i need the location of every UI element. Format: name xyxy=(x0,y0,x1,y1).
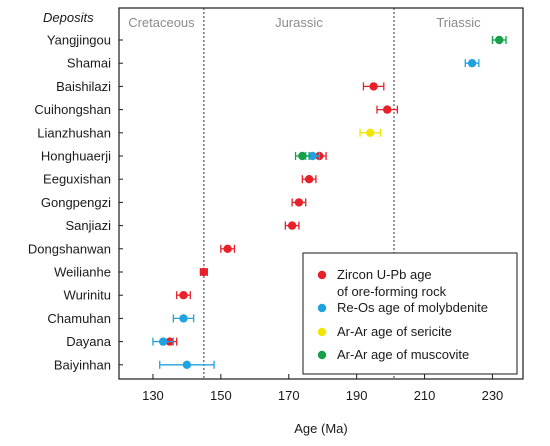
legend-label-3: Ar-Ar age of sericite xyxy=(337,324,452,339)
x-tick-label-210: 210 xyxy=(414,388,436,403)
x-tick-label-150: 150 xyxy=(210,388,232,403)
legend-marker-1 xyxy=(317,270,327,280)
data-point-marker xyxy=(287,221,297,230)
data-point-marker xyxy=(366,128,375,137)
data-point-marker xyxy=(304,175,314,184)
data-point-baishilazi xyxy=(362,82,385,91)
deposit-label-cuihongshan: Cuihongshan xyxy=(34,102,111,117)
deposit-label-gongpengzi: Gongpengzi xyxy=(41,195,111,210)
data-point-marker xyxy=(182,360,192,369)
data-point-marker xyxy=(158,337,168,346)
data-point-shamai xyxy=(464,59,480,68)
legend-label-1: Zircon U-Pb age of ore-forming rock xyxy=(337,267,447,299)
deposit-label-sanjiazi: Sanjiazi xyxy=(65,218,111,233)
legend-marker-3 xyxy=(317,327,327,337)
plot-frame xyxy=(118,7,524,380)
legend-marker-2 xyxy=(317,303,327,313)
x-axis-ticks: 130 150 170 190 210 230 xyxy=(142,374,503,403)
deposit-label-dayana: Dayana xyxy=(66,334,112,349)
data-points xyxy=(152,35,507,369)
deposit-label-eeguxishan: Eeguxishan xyxy=(43,172,111,187)
x-tick-label-230: 230 xyxy=(482,388,504,403)
deposit-label-baishilazi: Baishilazi xyxy=(56,79,111,94)
data-point-marker xyxy=(369,82,378,91)
legend: Zircon U-Pb age of ore-forming rockRe-Os … xyxy=(302,252,518,375)
deposit-label-baiyinhan: Baiyinhan xyxy=(54,357,111,372)
data-point-lianzhushan xyxy=(359,128,382,137)
data-point-weilianhe xyxy=(199,267,209,277)
data-point-dayana xyxy=(152,337,174,346)
data-point-chamuhan xyxy=(172,314,195,323)
x-tick-label-190: 190 xyxy=(346,388,368,403)
data-point-marker xyxy=(467,59,477,68)
x-tick-label-130: 130 xyxy=(142,388,164,403)
data-point-marker xyxy=(298,151,307,161)
deposit-label-dongshanwan: Dongshanwan xyxy=(28,241,111,256)
data-point-cuihongshan xyxy=(376,105,399,114)
data-point-baiyinhan xyxy=(159,360,215,369)
data-point-eeguxishan xyxy=(301,175,317,184)
legend-label-4: Ar-Ar age of muscovite xyxy=(337,347,469,362)
category-labels: Yangjingou Shamai Baishilazi Cuihongshan Lia… xyxy=(28,33,123,372)
data-point-marker xyxy=(308,151,317,161)
era-label-jurassic: Jurassic xyxy=(275,15,323,30)
deposit-label-chamuhan: Chamuhan xyxy=(47,311,111,326)
deposits-header: Deposits xyxy=(43,10,94,25)
deposit-label-lianzhushan: Lianzhushan xyxy=(37,125,111,140)
deposit-label-shamai: Shamai xyxy=(67,56,111,71)
legend-box xyxy=(302,252,518,375)
data-point-marker xyxy=(223,244,232,253)
data-point-marker xyxy=(179,314,188,323)
deposit-label-yangjingou: Yangjingou xyxy=(47,33,111,48)
data-point-sanjiazi xyxy=(284,221,300,230)
era-label-triassic: Triassic xyxy=(436,15,481,30)
data-point-marker xyxy=(294,198,304,207)
data-point-gongpengzi xyxy=(291,198,307,207)
data-point-marker xyxy=(383,105,392,114)
data-point-marker xyxy=(199,267,209,277)
data-point-marker xyxy=(179,291,188,300)
data-point-yangjingou xyxy=(491,35,507,45)
legend-label-2: Re-Os age of molybdenite xyxy=(337,300,488,315)
data-point-dongshanwan xyxy=(220,244,236,253)
data-point-honghuaerji xyxy=(294,151,310,161)
era-label-cretaceous: Cretaceous xyxy=(128,15,195,30)
deposit-label-weilianhe: Weilianhe xyxy=(54,265,111,280)
x-tick-label-170: 170 xyxy=(278,388,300,403)
deposit-label-wurinitu: Wurinitu xyxy=(64,288,111,303)
legend-marker-4 xyxy=(317,350,327,360)
x-axis-title: Age (Ma) xyxy=(294,421,347,436)
data-point-wurinitu xyxy=(176,291,191,300)
deposit-label-honghuaerji: Honghuaerji xyxy=(41,149,111,164)
data-point-marker xyxy=(495,35,504,45)
